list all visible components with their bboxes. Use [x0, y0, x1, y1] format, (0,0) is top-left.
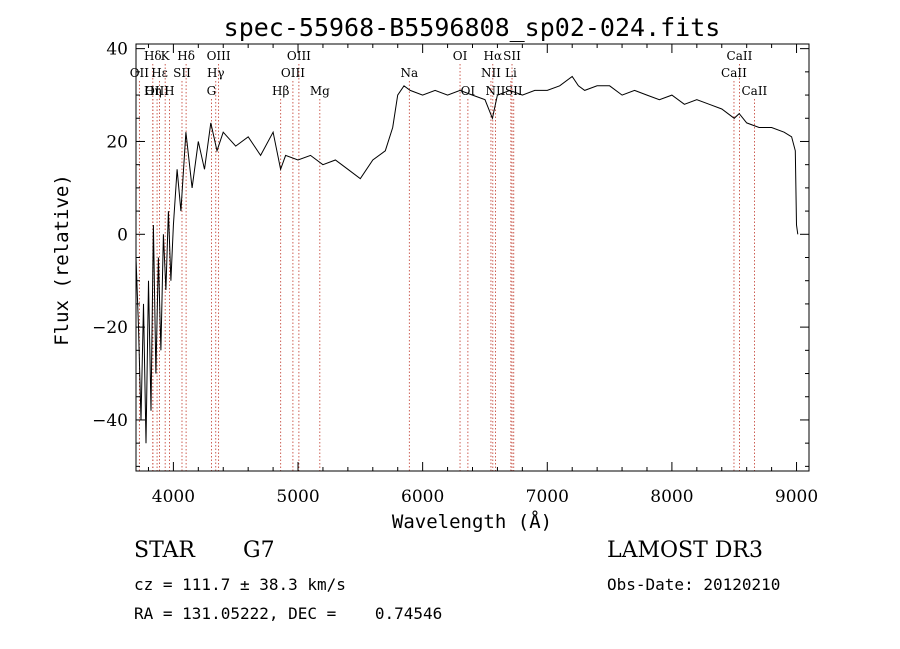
spectrum-series-line — [135, 75, 799, 444]
redshift-value: cz = 111.7 ± 38.3 km/s — [134, 575, 346, 594]
spectral-line-label: CaII — [727, 49, 753, 63]
y-tick-label: −20 — [92, 318, 128, 338]
spectral-line-label: Hβ — [272, 84, 289, 98]
spectral-line-label: H — [164, 84, 174, 98]
spectral-line-label: OIII — [287, 49, 311, 63]
spectral-line-label: Li — [505, 66, 517, 80]
spectral-line-label: K — [161, 49, 171, 63]
axis-ticks — [136, 44, 809, 471]
spectral-line-label: Mg — [310, 84, 330, 98]
y-tick-label: 20 — [106, 132, 128, 152]
coordinates: RA = 131.05222, DEC = 0.74546 — [134, 604, 443, 623]
x-tick-label: 8000 — [650, 487, 693, 507]
survey-name: LAMOST DR3 — [607, 538, 763, 563]
object-class: STAR — [134, 538, 195, 563]
spectral-line-label: OII — [130, 66, 150, 80]
y-tick-label: −40 — [92, 411, 128, 431]
x-axis-label: Wavelength (Å) — [392, 510, 552, 533]
spectral-line-label: CaII — [741, 84, 767, 98]
spectral-line-label: SII — [505, 84, 523, 98]
object-subclass: G7 — [243, 538, 275, 563]
spectral-line-label: G — [207, 84, 217, 98]
spectral-line-label: SII — [503, 49, 521, 63]
spectral-line-label: OI — [453, 49, 468, 63]
spectral-line-label: Hη — [144, 84, 162, 98]
x-tick-label: 9000 — [775, 487, 818, 507]
x-tick-label: 5000 — [276, 487, 319, 507]
observation-date: Obs-Date: 20120210 — [607, 575, 781, 594]
x-tick-label: 4000 — [152, 487, 195, 507]
x-tick-label: 6000 — [401, 487, 444, 507]
spectral-line-label: Hα — [484, 49, 503, 63]
spectral-line-label: NII — [481, 66, 501, 80]
y-tick-label: 0 — [117, 225, 128, 245]
spectral-line-label: OIII — [281, 66, 305, 80]
spectral-line-label: Hδ — [144, 49, 162, 63]
plot-frame — [135, 43, 810, 472]
spectral-line-label: SII — [173, 66, 191, 80]
spectral-line-label: OIII — [207, 49, 231, 63]
axis-tick-labels: 4000 5000 6000 7000 8000 9000 −40 −20 0 20 40 — [92, 40, 818, 507]
spectral-line-label: NII — [485, 84, 505, 98]
chart-title: spec-55968-B5596808_sp02-024.fits — [224, 13, 721, 42]
spectral-line-label: Na — [400, 66, 418, 80]
y-tick-label: 40 — [106, 40, 128, 60]
spectral-line-label: OIII — [145, 84, 169, 98]
spectral-line-label: Hγ — [207, 66, 225, 80]
spectral-line-label: Hδ — [177, 49, 195, 63]
spectral-line-label: Hε — [151, 66, 168, 80]
spectral-line-label: CaII — [721, 66, 747, 80]
x-tick-label: 7000 — [526, 487, 569, 507]
y-axis-label: Flux (relative) — [51, 174, 73, 346]
